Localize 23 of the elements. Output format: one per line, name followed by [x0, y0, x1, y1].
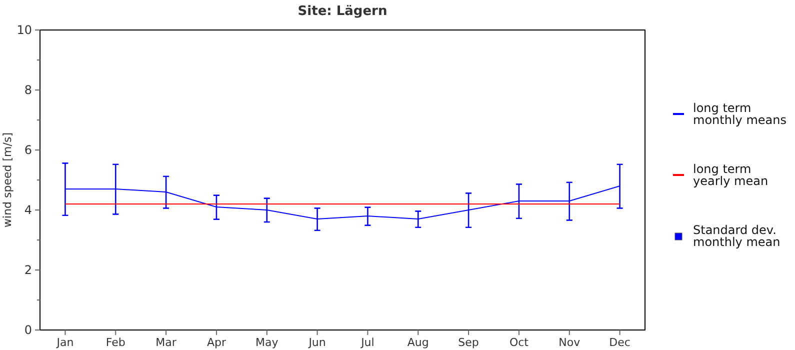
- x-tick-label: Dec: [609, 336, 630, 349]
- text: Standard dev. monthly mean: [693, 223, 780, 249]
- y-tick-label: 10: [16, 23, 32, 38]
- y-tick-label: 0: [24, 323, 32, 338]
- y-tick-label: 8: [24, 83, 32, 98]
- y-tick-label: 4: [24, 203, 32, 218]
- y-axis-title: wind speed [m/s]: [1, 132, 14, 228]
- x-tick-label: Jun: [308, 336, 326, 349]
- x-tick-label: Apr: [206, 336, 226, 349]
- x-tick-label: Oct: [509, 336, 530, 349]
- x-tick-label: Jul: [360, 336, 374, 349]
- legend-label: long term yearly mean: [693, 162, 768, 188]
- y-tick-label: 6: [24, 143, 32, 158]
- x-tick-label: Mar: [156, 336, 177, 349]
- x-tick-label: Aug: [407, 336, 429, 349]
- legend-label: long term monthly means: [693, 101, 786, 127]
- x-tick-label: May: [256, 336, 279, 349]
- x-tick-label: Jan: [56, 336, 74, 349]
- x-tick-label: Sep: [458, 336, 479, 349]
- y-tick-label: 2: [24, 263, 32, 278]
- x-tick-label: Feb: [106, 336, 126, 349]
- x-tick-label: Nov: [558, 336, 581, 349]
- chart-title: Site: Lägern: [298, 4, 388, 19]
